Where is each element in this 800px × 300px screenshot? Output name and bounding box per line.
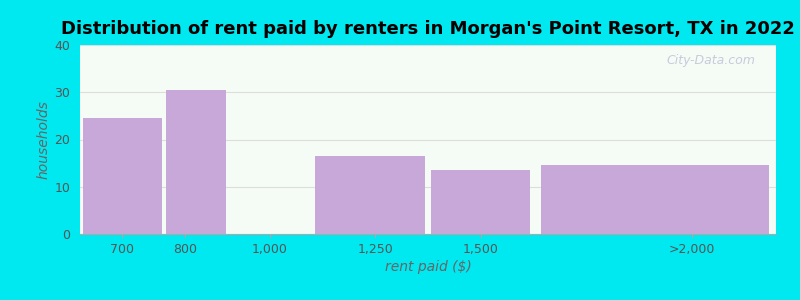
Text: City-Data.com: City-Data.com [666,55,755,68]
Bar [431,170,530,234]
Bar [82,118,162,234]
Y-axis label: households: households [36,100,50,179]
Bar [166,90,226,234]
Bar [541,166,769,234]
Title: Distribution of rent paid by renters in Morgan's Point Resort, TX in 2022: Distribution of rent paid by renters in … [61,20,795,38]
X-axis label: rent paid ($): rent paid ($) [385,260,471,274]
Bar [315,156,425,234]
